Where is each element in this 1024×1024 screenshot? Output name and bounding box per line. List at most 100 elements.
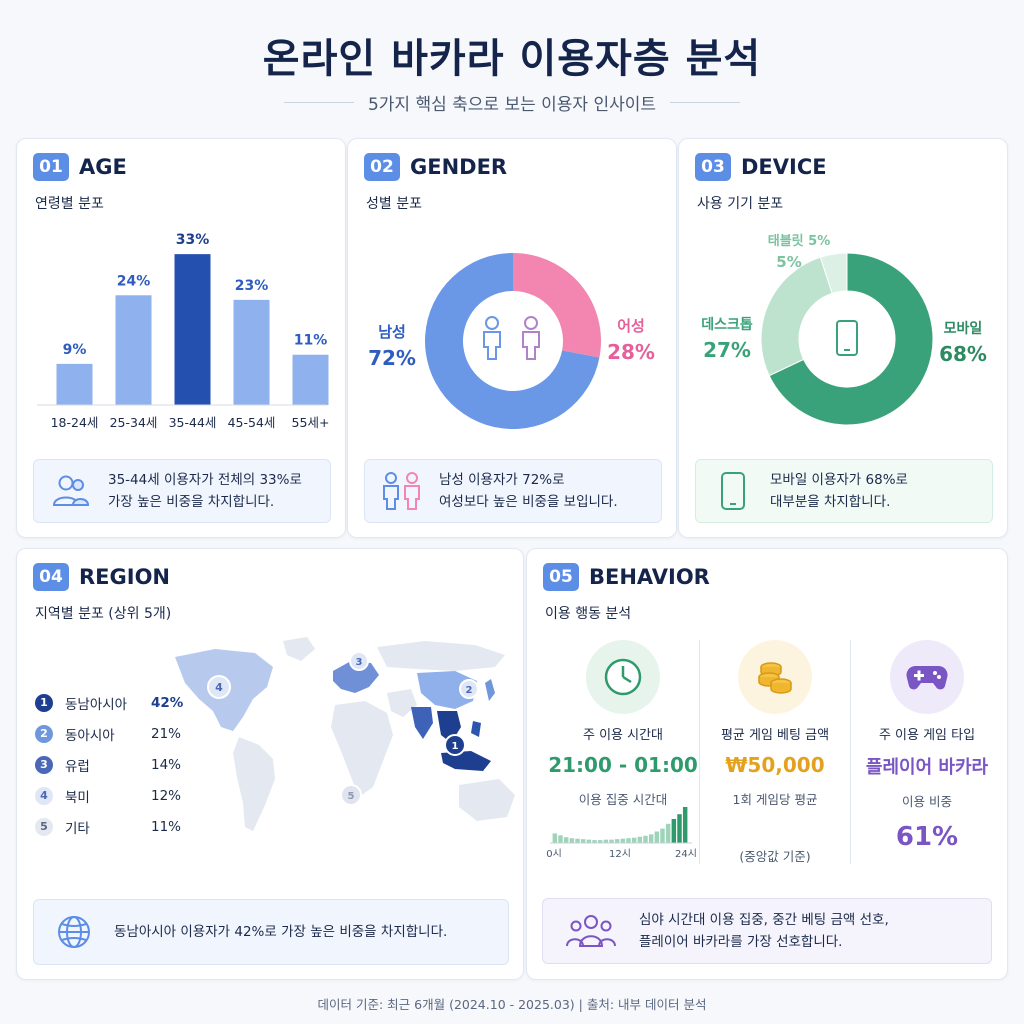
region-card: 04 REGION 지역별 분포 (상위 5개) 4 3 2 bbox=[16, 548, 524, 980]
map-greenland bbox=[283, 637, 315, 661]
region-item-1: 1 동남아시아 42% bbox=[35, 687, 183, 718]
region-name-3: 유럽 bbox=[65, 758, 90, 775]
gender-card: 02 GENDER 성별 분포 남성 72% 어성 28% 남성 이용자가 72%로 … bbox=[347, 138, 677, 538]
gender-label-female: 어성 bbox=[617, 317, 645, 335]
device-card: 03 DEVICE 사용 기기 분포 모바일 68% 데스크톱 27% 태블릿 5% 5%… bbox=[678, 138, 1008, 538]
device-note-line1: 모바일 이용자가 68%로 bbox=[770, 471, 908, 488]
device-label-tablet: 태블릿 5% bbox=[768, 234, 830, 249]
behavior-number-badge: 05 bbox=[543, 563, 579, 591]
device-value-mobile: 68% bbox=[939, 342, 987, 366]
hour-bar-10 bbox=[609, 839, 614, 843]
female-icon-head bbox=[524, 316, 538, 330]
map-marker-5: 5 bbox=[348, 791, 355, 802]
hour-bar-19 bbox=[660, 828, 665, 843]
page-subtitle: 5가지 핵심 축으로 보는 이용자 인사이트 bbox=[367, 95, 657, 115]
region-rank-5: 5 bbox=[35, 817, 53, 836]
hour-bar-13 bbox=[626, 838, 631, 843]
region-rank-2: 2 bbox=[35, 724, 53, 743]
mobile-phone-icon bbox=[696, 471, 770, 511]
behavior-time-desc: 이용 집중 시간대 bbox=[578, 792, 668, 807]
behavior-time-value: 21:00 - 01:00 bbox=[548, 753, 698, 777]
map-middle-east bbox=[387, 689, 417, 717]
region-rank-4: 4 bbox=[35, 786, 53, 805]
gender-donut-chart: 남성 72% 어성 28% bbox=[368, 253, 655, 429]
hour-bar-2 bbox=[563, 837, 569, 843]
device-slice-3 bbox=[819, 252, 848, 294]
region-pct-5: 11% bbox=[151, 818, 182, 835]
device-label-mobile: 모바일 bbox=[944, 321, 983, 337]
map-europe bbox=[333, 661, 379, 693]
region-card-title: REGION bbox=[79, 565, 170, 589]
map-marker-4: 4 bbox=[215, 681, 223, 694]
device-note-line2: 대부분을 차지합니다. bbox=[770, 494, 891, 510]
age-note: 35-44세 이용자가 전체의 33%로 가장 높은 비중을 차지합니다. bbox=[33, 459, 331, 523]
hour-bar-3 bbox=[569, 838, 575, 843]
behavior-game-label: 주 이용 게임 타입 bbox=[878, 728, 976, 743]
device-card-subtitle: 사용 기기 분포 bbox=[697, 196, 784, 212]
map-south-america bbox=[233, 737, 275, 831]
hour-bar-23 bbox=[682, 807, 688, 843]
device-number-badge: 03 bbox=[695, 153, 731, 181]
region-item-4: 4 북미 12% bbox=[35, 780, 183, 811]
female-icon bbox=[522, 331, 540, 360]
behavior-bet-column: 평균 게임 베팅 금액 ₩50,000 1회 게임당 평균 (중앙값 기준) bbox=[700, 640, 850, 865]
behavior-game-pct: 61% bbox=[895, 822, 959, 852]
behavior-time-column: 주 이용 시간대 21:00 - 01:00 이용 집중 시간대 bbox=[548, 640, 698, 808]
age-tick-1: 18-24세 bbox=[51, 415, 99, 430]
gender-center-icons bbox=[483, 316, 540, 360]
gender-note-line1: 남성 이용자가 72%로 bbox=[439, 471, 565, 488]
region-pct-2: 21% bbox=[151, 725, 182, 742]
map-africa bbox=[331, 701, 393, 797]
hour-bar-16 bbox=[643, 835, 648, 843]
hour-bar-11 bbox=[614, 839, 620, 843]
behavior-game-desc: 이용 비중 bbox=[902, 794, 952, 809]
age-bar-label-4: 23% bbox=[235, 278, 269, 294]
hour-bar-20 bbox=[665, 823, 671, 843]
region-item-2: 2 동아시아 21% bbox=[35, 718, 183, 749]
map-marker-2: 2 bbox=[466, 685, 473, 696]
hour-tick-2: 24시 bbox=[675, 848, 696, 857]
hour-bar-15 bbox=[637, 836, 643, 843]
behavior-card-head: 05 BEHAVIOR bbox=[543, 563, 710, 591]
region-card-subtitle: 지역별 분포 (상위 5개) bbox=[35, 606, 172, 622]
region-list: 1 동남아시아 42% 2 동아시아 21% 3 유럽 14% 4 북미 12%… bbox=[35, 687, 183, 842]
behavior-note-line2: 플레이어 바카라를 가장 선호합니다. bbox=[639, 934, 843, 950]
hour-bar-4 bbox=[575, 838, 580, 843]
users-icon bbox=[34, 473, 108, 509]
behavior-bet-desc: 1회 게임당 평균 bbox=[732, 792, 818, 807]
behavior-divider-2 bbox=[850, 640, 851, 864]
behavior-bet-note: (중앙값 기준) bbox=[739, 849, 811, 864]
region-number-badge: 04 bbox=[33, 563, 69, 591]
hour-tick-1: 12시 bbox=[609, 848, 631, 857]
gender-card-subtitle: 성별 분포 bbox=[366, 196, 422, 212]
device-note: 모바일 이용자가 68%로 대부분을 차지합니다. bbox=[695, 459, 993, 523]
gender-note-line2: 여성보다 높은 비중을 보입니다. bbox=[439, 494, 618, 510]
hour-bar-7 bbox=[592, 840, 597, 843]
age-number-badge: 01 bbox=[33, 153, 69, 181]
behavior-card-title: BEHAVIOR bbox=[589, 565, 710, 589]
gender-label-male: 남성 bbox=[378, 323, 406, 341]
device-slice-2 bbox=[760, 256, 833, 377]
region-pct-1: 42% bbox=[151, 694, 184, 711]
hour-bar-12 bbox=[620, 838, 626, 843]
hour-bar-6 bbox=[586, 839, 592, 843]
age-bar-label-1: 9% bbox=[63, 342, 87, 358]
region-pct-3: 14% bbox=[151, 756, 182, 773]
behavior-card-subtitle: 이용 행동 분석 bbox=[545, 606, 632, 622]
region-card-head: 04 REGION bbox=[33, 563, 170, 591]
gender-number-badge: 02 bbox=[364, 153, 400, 181]
age-note-line1: 35-44세 이용자가 전체의 33%로 bbox=[108, 471, 302, 488]
subtitle-divider-left bbox=[283, 102, 354, 103]
behavior-note-text: 심야 시간대 이용 집중, 중간 베팅 금액 선호, 플레이어 바카라를 가장 … bbox=[639, 909, 889, 954]
gender-slice-male bbox=[425, 253, 600, 429]
device-slice-1 bbox=[768, 252, 934, 426]
map-india bbox=[411, 707, 433, 739]
device-label-desktop: 데스크톱 bbox=[701, 317, 753, 333]
age-tick-2: 25-34세 bbox=[110, 415, 158, 430]
clock-icon bbox=[586, 640, 660, 714]
group-icon bbox=[543, 913, 639, 949]
gender-value-male: 72% bbox=[368, 346, 416, 370]
map-marker-1: 1 bbox=[452, 741, 459, 752]
region-pct-4: 12% bbox=[151, 787, 182, 804]
age-bar-5 bbox=[292, 354, 329, 405]
